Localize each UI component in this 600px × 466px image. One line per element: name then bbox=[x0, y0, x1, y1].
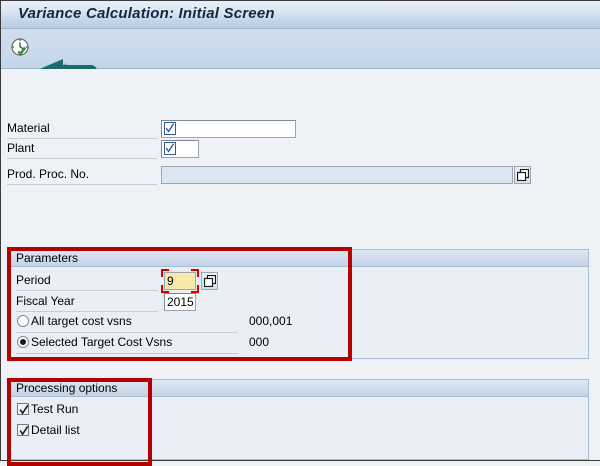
application-toolbar bbox=[1, 29, 600, 87]
field-row-prod-proc-no: Prod. Proc. No. bbox=[1, 166, 600, 185]
period-multi-selection-button[interactable] bbox=[201, 272, 218, 290]
multiple-selection-icon bbox=[204, 275, 216, 287]
fiscal-year-input[interactable]: 2015 bbox=[164, 293, 196, 311]
prod-proc-no-multi-selection-button[interactable] bbox=[514, 166, 531, 184]
period-label: Period bbox=[16, 273, 51, 287]
plant-label: Plant bbox=[7, 141, 35, 155]
field-separator bbox=[7, 158, 157, 159]
check-icon bbox=[19, 404, 29, 415]
radio-all-target-cost-vsns-label: All target cost vsns bbox=[31, 314, 132, 328]
page-title: Variance Calculation: Initial Screen bbox=[18, 5, 275, 22]
field-separator bbox=[16, 290, 158, 291]
material-label: Material bbox=[7, 121, 50, 135]
checkbox-detail-list[interactable] bbox=[17, 424, 29, 436]
processing-options-panel-title: Processing options bbox=[16, 381, 118, 395]
screen-body: Material Plant bbox=[1, 69, 600, 460]
field-separator bbox=[16, 332, 238, 333]
checkbox-test-run-label: Test Run bbox=[31, 402, 79, 416]
checkbox-test-run[interactable] bbox=[17, 403, 29, 415]
execute-button[interactable] bbox=[10, 37, 32, 59]
check-icon bbox=[19, 425, 29, 436]
fiscal-year-label: Fiscal Year bbox=[16, 294, 75, 308]
radio-selected-target-cost-vsns[interactable] bbox=[17, 336, 29, 348]
multiple-selection-icon bbox=[517, 169, 529, 181]
parameters-panel-header: Parameters bbox=[10, 250, 588, 267]
window-title-bar: Variance Calculation: Initial Screen bbox=[1, 1, 600, 29]
prod-proc-no-label: Prod. Proc. No. bbox=[7, 167, 90, 181]
prod-proc-no-input[interactable] bbox=[161, 166, 513, 184]
all-target-cost-vsns-value: 000,001 bbox=[249, 314, 293, 328]
field-separator bbox=[16, 311, 158, 312]
multi-select-check-icon bbox=[164, 142, 176, 155]
radio-selected-target-cost-vsns-label: Selected Target Cost Vsns bbox=[31, 335, 173, 349]
material-input[interactable] bbox=[161, 120, 296, 138]
plant-input[interactable] bbox=[161, 140, 199, 158]
period-input[interactable]: 9 bbox=[164, 272, 196, 290]
radio-all-target-cost-vsns[interactable] bbox=[17, 315, 29, 327]
processing-options-panel-header: Processing options bbox=[10, 380, 588, 397]
field-separator bbox=[7, 138, 157, 139]
field-row-material: Material bbox=[1, 120, 600, 139]
checkbox-detail-list-label: Detail list bbox=[31, 423, 80, 437]
field-separator bbox=[16, 353, 238, 354]
processing-options-panel: Processing options Test Run Detail list bbox=[9, 379, 589, 460]
field-separator bbox=[7, 184, 157, 185]
selected-target-cost-vsns-value: 000 bbox=[249, 335, 270, 349]
multi-select-check-icon bbox=[164, 122, 176, 135]
execute-clock-check-icon bbox=[11, 38, 29, 56]
parameters-panel: Parameters Period 9 bbox=[9, 249, 589, 359]
field-row-plant: Plant bbox=[1, 140, 600, 159]
parameters-panel-title: Parameters bbox=[16, 251, 79, 265]
